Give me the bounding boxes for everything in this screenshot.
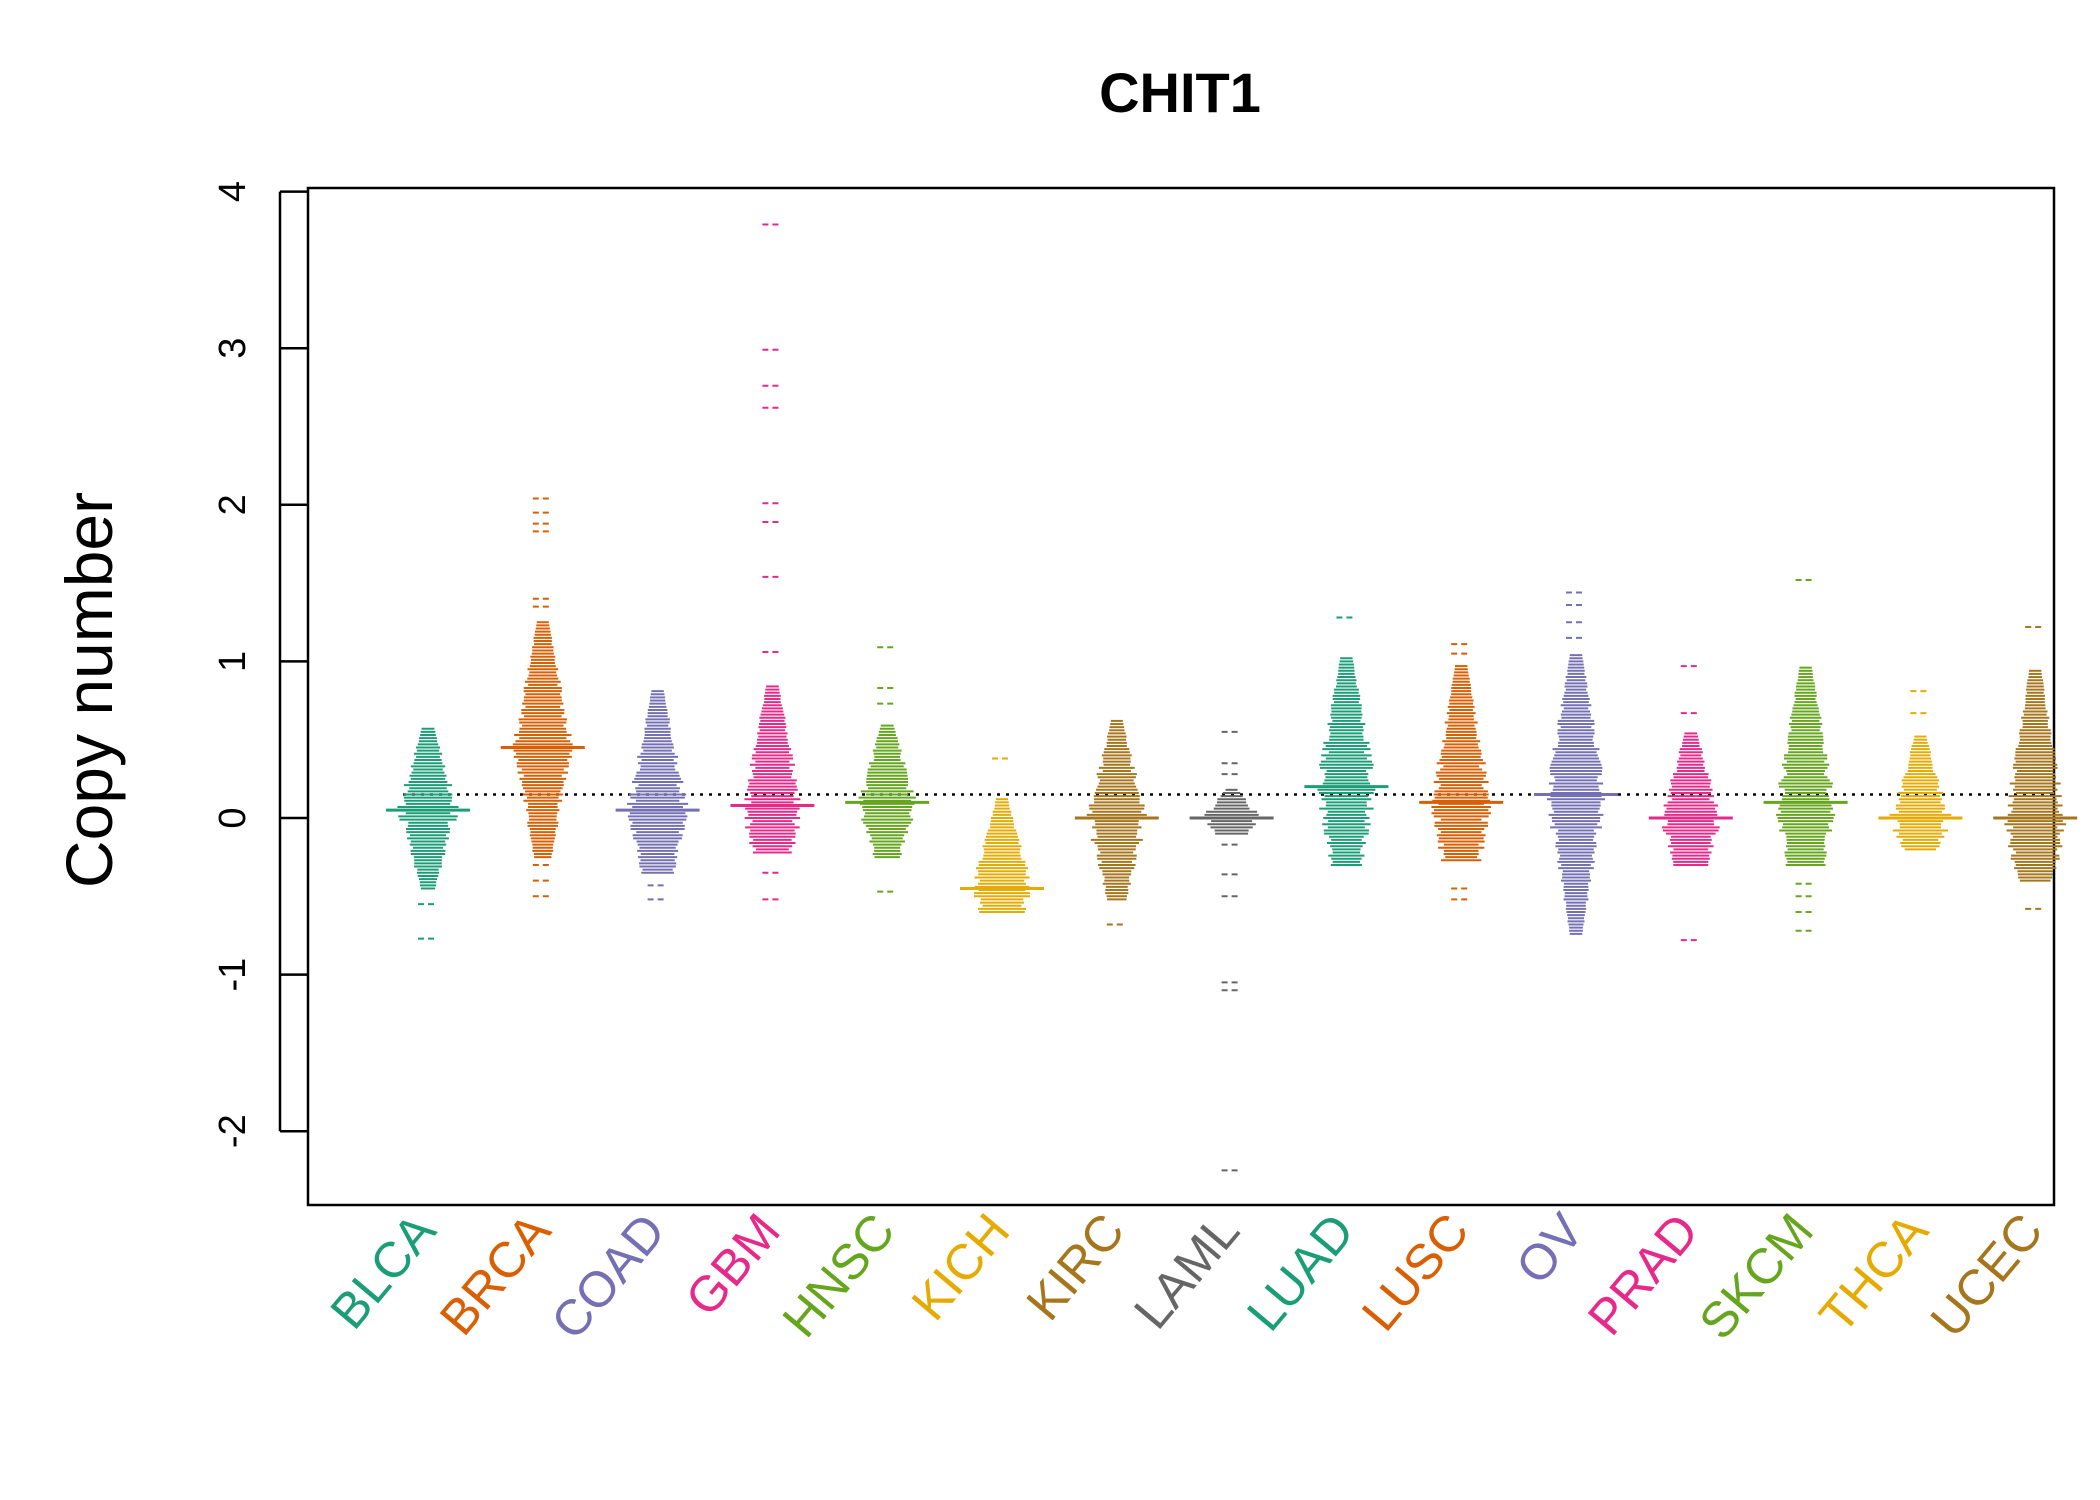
y-tick-label: 2: [212, 494, 254, 515]
category-lusc: [1419, 643, 1504, 901]
y-tick-label: 1: [212, 651, 254, 672]
x-tick-label: LUAD: [1236, 1203, 1365, 1341]
x-tick-label: COAD: [540, 1203, 676, 1350]
x-tick-label: KICH: [901, 1203, 1021, 1331]
category-ov: [1534, 591, 1618, 935]
category-hnsc: [845, 646, 930, 893]
x-tick-label: LUSC: [1351, 1203, 1480, 1341]
x-tick-label: SKCM: [1688, 1203, 1824, 1350]
category-kich: [960, 757, 1044, 913]
data-marks: [386, 223, 2078, 1172]
x-tick-label: THCA: [1808, 1203, 1939, 1344]
y-axis-label: Copy number: [52, 492, 126, 888]
y-tick-label: 3: [212, 338, 254, 359]
x-tick-label: BLCA: [320, 1203, 447, 1340]
category-brca: [500, 497, 585, 898]
y-tick-label: 0: [212, 807, 254, 828]
x-tick-label: PRAD: [1577, 1203, 1709, 1345]
y-axis: -2 -1 0 1 2 3 4: [212, 181, 308, 1148]
category-thca: [1878, 690, 1963, 851]
y-tick-label: 4: [212, 181, 254, 202]
category-prad: [1648, 665, 1733, 942]
x-tick-label: UCEC: [1920, 1203, 2054, 1348]
plot-frame: [306, 186, 2056, 1207]
x-tick-label: BRCA: [429, 1203, 562, 1346]
x-tick-label: HNSC: [772, 1203, 906, 1348]
category-gbm: [730, 223, 815, 901]
category-skcm: [1763, 578, 1848, 932]
category-ucec: [1993, 625, 2078, 910]
x-tick-label: OV: [1505, 1203, 1595, 1295]
x-tick-label: LAML: [1123, 1203, 1250, 1339]
category-laml: [1189, 730, 1274, 1172]
chart-title: CHIT1: [1099, 61, 1261, 124]
category-blca: [386, 727, 470, 940]
category-coad: [615, 690, 700, 901]
category-kirc: [1074, 719, 1159, 926]
x-tick-label: GBM: [675, 1203, 791, 1326]
y-tick-label: -1: [212, 958, 254, 992]
y-tick-label: -2: [212, 1114, 254, 1148]
category-luad: [1304, 616, 1389, 866]
x-tick-label: KIRC: [1016, 1203, 1136, 1331]
